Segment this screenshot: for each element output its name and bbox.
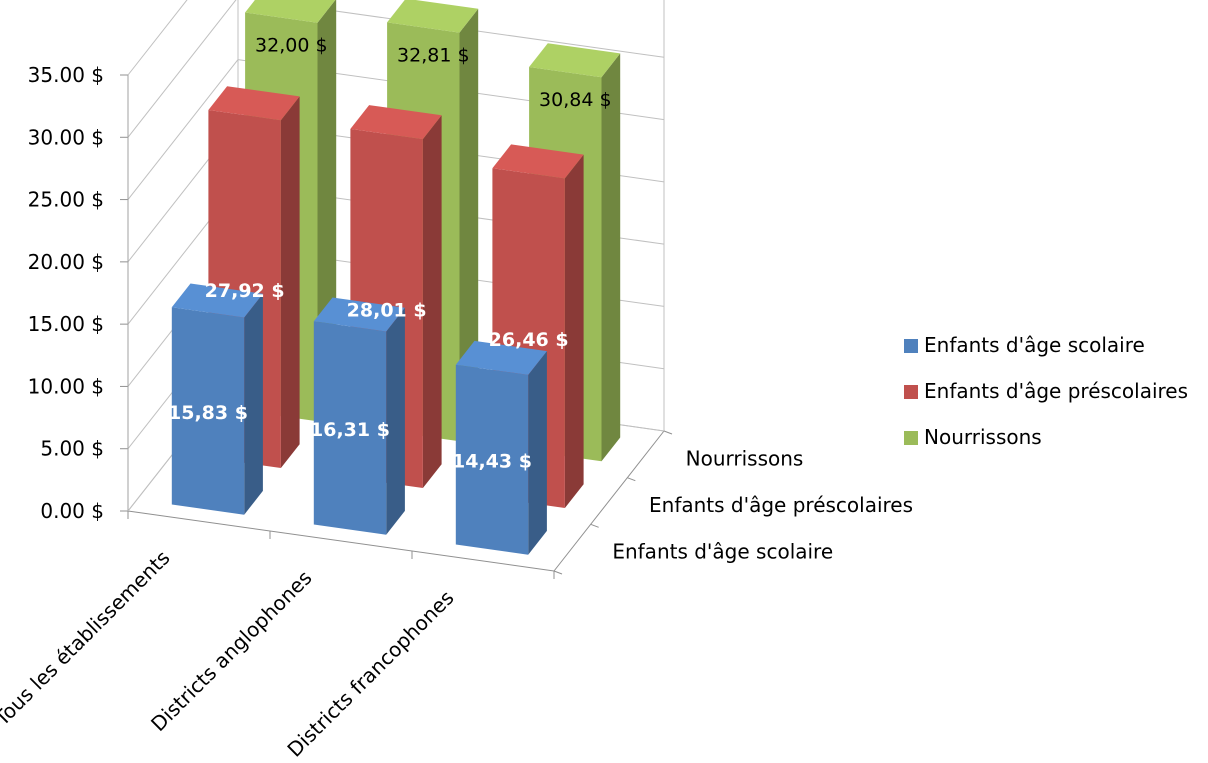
depth-category-label: Enfants d'âge préscolaires <box>649 493 913 517</box>
depth-tick-mark <box>553 570 563 575</box>
side-wall-gridline <box>127 0 237 138</box>
bar-front-face <box>313 321 387 535</box>
x-category-label: Districts francophones <box>282 586 458 762</box>
bar-side-face <box>244 293 263 515</box>
bar-top-face <box>492 144 584 179</box>
depth-category-label: Enfants d'âge scolaire <box>612 540 833 564</box>
data-label: 26,46 $ <box>489 329 569 351</box>
x-category-label: Districts anglophones <box>146 566 316 736</box>
bar-top-face <box>313 297 405 332</box>
data-label: 28,01 $ <box>347 299 427 321</box>
bar-top-face <box>455 340 547 375</box>
side-wall-gridline <box>127 0 188 76</box>
bar-side-face <box>459 8 479 442</box>
legend-swatch <box>904 385 918 399</box>
bar-top-face <box>350 105 442 140</box>
bar-enfants-d-ge-scolaire <box>313 297 405 535</box>
bar-top-face <box>208 86 300 121</box>
y-tick-label: 35.00 $ <box>28 63 104 87</box>
bar-side-face <box>528 351 547 555</box>
data-label: 27,92 $ <box>205 280 285 302</box>
data-label: 32,81 $ <box>397 45 470 67</box>
y-tick-label: 10.00 $ <box>28 374 104 398</box>
chart-bars <box>171 0 621 555</box>
bar-side-face <box>601 53 621 462</box>
depth-tick-mark <box>590 523 599 528</box>
y-tick-label: 5.00 $ <box>40 437 104 461</box>
y-tick-label: 0.00 $ <box>40 499 104 523</box>
data-label: 32,00 $ <box>255 35 328 57</box>
bar-top-face <box>387 0 479 33</box>
bar-side-face <box>422 115 442 489</box>
x-category-label: Tous les établissements <box>0 546 175 731</box>
side-wall-gridline <box>127 59 239 200</box>
y-tick-label: 30.00 $ <box>28 125 104 149</box>
chart-data-labels: 32,00 $ 32,81 $ 30,84 $ 27,92 $ 28,01 $ 26,46… <box>168 35 612 473</box>
legend-label: Enfants d'âge scolaire <box>924 333 1145 357</box>
bar-side-face <box>386 307 405 535</box>
data-label: 15,83 $ <box>168 402 248 424</box>
legend-label: Enfants d'âge préscolaires <box>924 379 1188 403</box>
depth-tick-mark <box>663 430 673 435</box>
bar-enfants-d-ge-scolaire <box>455 340 547 555</box>
bar-top-face <box>529 43 621 78</box>
bar-side-face <box>280 96 300 469</box>
data-label: 30,84 $ <box>539 89 612 111</box>
bar-front-face <box>455 364 529 555</box>
data-label: 16,31 $ <box>310 419 390 441</box>
data-label: 14,43 $ <box>452 451 532 473</box>
bar-top-face <box>245 0 336 23</box>
bar-top-face <box>171 283 263 318</box>
bar-enfants-d-ge-scolaire <box>171 283 263 515</box>
y-tick-label: 15.00 $ <box>28 312 104 336</box>
depth-tick-mark <box>627 477 636 482</box>
y-tick-label: 25.00 $ <box>28 188 104 212</box>
depth-axis-line <box>553 430 665 572</box>
depth-category-label: Nourrissons <box>686 446 804 470</box>
legend-label: Nourrissons <box>924 425 1042 449</box>
bar-side-face <box>564 154 584 508</box>
chart-legend: Enfants d'âge scolaire Enfants d'âge prés… <box>904 333 1188 449</box>
x-axis-line <box>127 510 555 572</box>
y-tick-label: 20.00 $ <box>28 250 104 274</box>
legend-swatch <box>904 431 918 445</box>
bar-front-face <box>171 307 245 515</box>
legend-swatch <box>904 339 918 353</box>
